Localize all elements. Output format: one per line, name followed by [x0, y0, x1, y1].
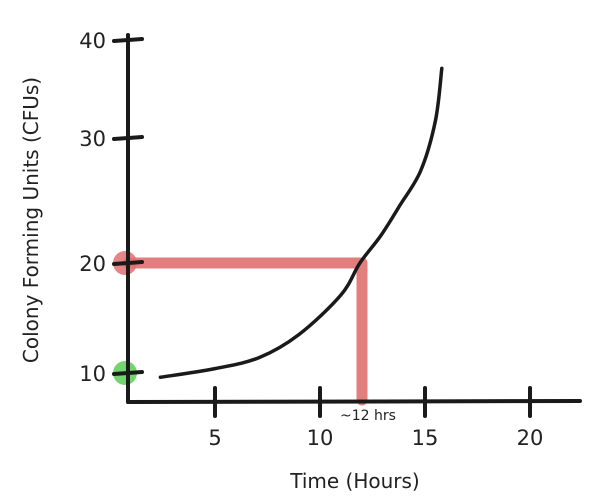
x-tick-label: 10 [307, 426, 334, 450]
x-tick-label: 15 [412, 426, 439, 450]
y-tick-label: 30 [79, 127, 106, 151]
y-axis-title: Colony Forming Units (CFUs) [19, 77, 43, 363]
x-axis-title: Time (Hours) [289, 469, 420, 493]
y-tick [112, 370, 144, 376]
x-tick-label: 5 [208, 426, 221, 450]
y-tick-label: 20 [79, 252, 106, 276]
y-tick-label: 10 [79, 362, 106, 386]
x-axis [126, 399, 582, 404]
time-annotation: ~12 hrs [340, 408, 396, 424]
y-tick [112, 260, 144, 266]
guide-lines [122, 257, 368, 406]
x-tick-label: 20 [517, 426, 544, 450]
growth-curve [158, 66, 444, 380]
y-tick-label: 40 [79, 29, 106, 53]
y-tick [112, 135, 144, 141]
y-tick [112, 37, 144, 43]
